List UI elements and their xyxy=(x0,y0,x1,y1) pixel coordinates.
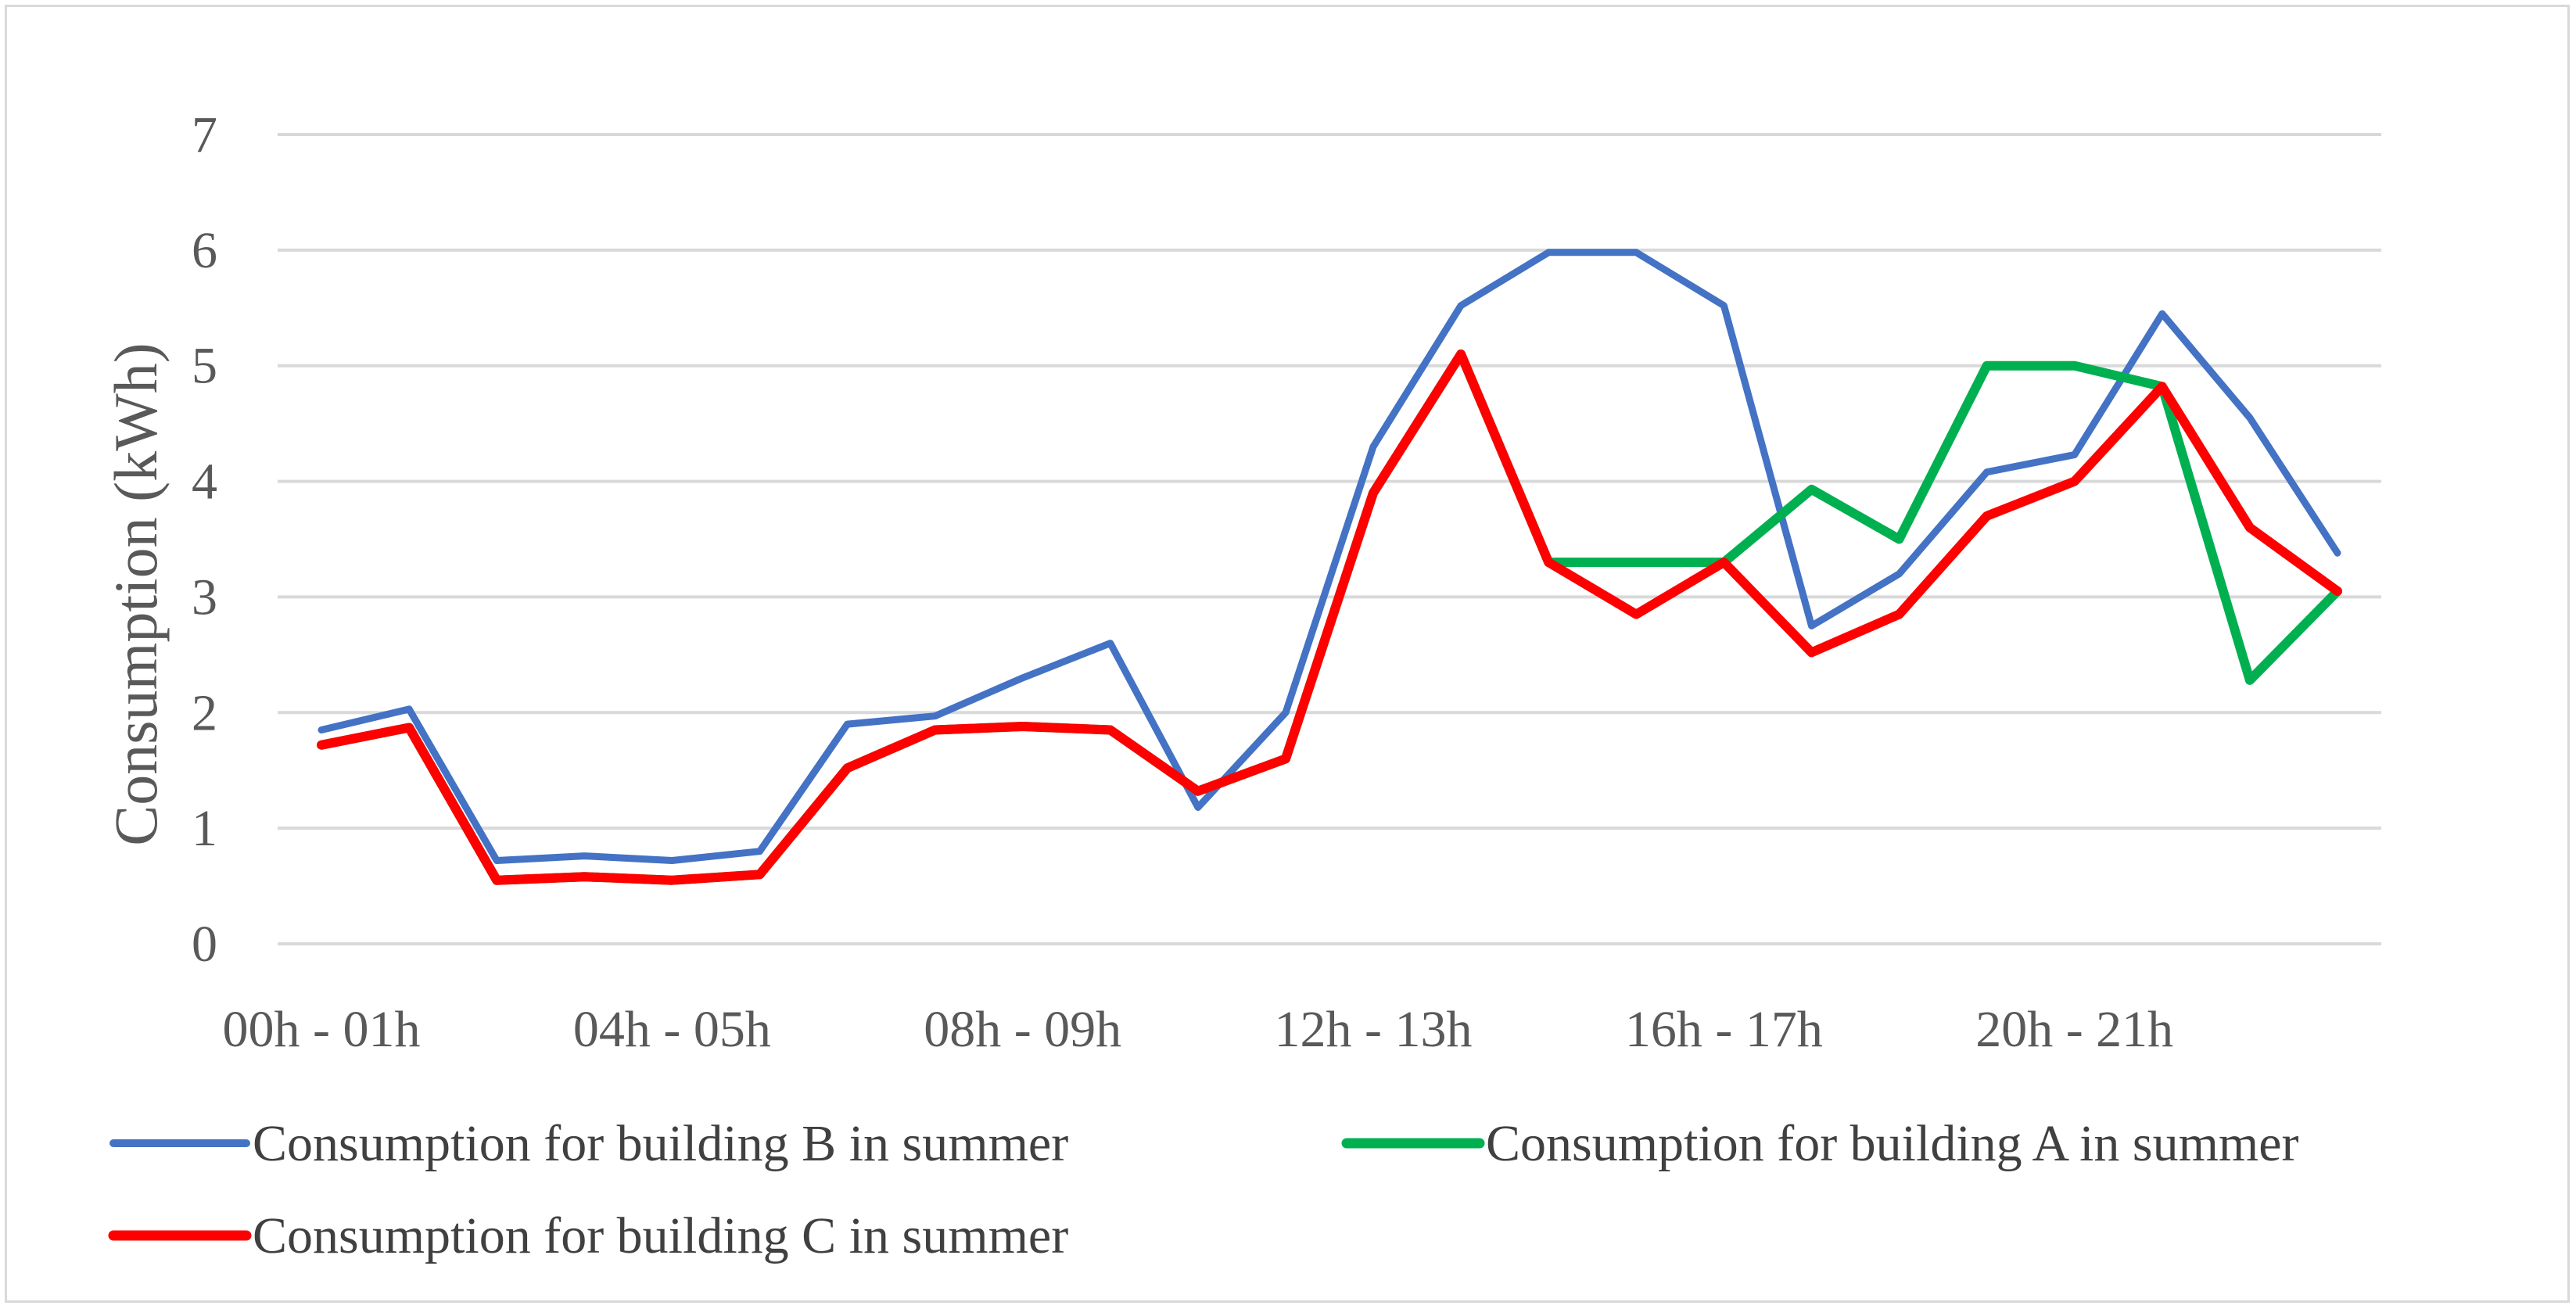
x-tick-label: 00h - 01h xyxy=(223,1001,421,1058)
x-tick-label: 16h - 17h xyxy=(1625,1001,1823,1058)
y-axis-tick-labels: 0 1 2 3 4 5 6 7 xyxy=(192,106,217,973)
chart-frame xyxy=(5,5,2570,1303)
x-tick-label: 12h - 13h xyxy=(1275,1001,1473,1058)
legend-label-2: Consumption for building A in summer xyxy=(1486,1115,2299,1172)
y-tick-label: 0 xyxy=(192,916,217,973)
legend-label-3: Consumption for building C in summer xyxy=(253,1207,1068,1264)
series-line-1 xyxy=(318,249,2341,864)
y-tick-label: 6 xyxy=(192,222,217,279)
y-tick-label: 7 xyxy=(192,106,217,163)
y-tick-label: 2 xyxy=(192,684,217,741)
series-line-3 xyxy=(317,349,2342,885)
x-axis-tick-labels: 00h - 01h 04h - 05h 08h - 09h 12h - 13h 16h … xyxy=(223,1001,2174,1058)
y-tick-label: 5 xyxy=(192,338,217,395)
y-tick-label: 3 xyxy=(192,568,217,626)
x-tick-label: 20h - 21h xyxy=(1975,1001,2173,1058)
x-tick-label: 04h - 05h xyxy=(573,1001,771,1058)
legend: Consumption for building B in summer Cons… xyxy=(108,1115,2299,1264)
legend-label-1: Consumption for building B in summer xyxy=(253,1115,1068,1172)
x-tick-label: 08h - 09h xyxy=(924,1001,1121,1058)
series-lines xyxy=(317,249,2342,885)
y-tick-label: 4 xyxy=(192,454,217,511)
gridlines xyxy=(278,133,2381,945)
y-tick-label: 1 xyxy=(192,800,217,857)
y-axis-title: Consumption (kWh) xyxy=(102,342,170,845)
